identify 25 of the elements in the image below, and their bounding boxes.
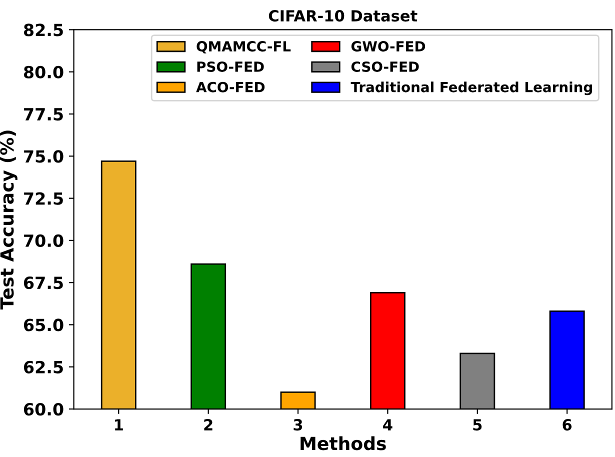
legend-label: QMAMCC-FL (196, 41, 291, 54)
legend-label: ACO-FED (196, 82, 265, 92)
x-tick-label: 5 (473, 419, 482, 431)
y-tick-label: 62.5 (24, 360, 63, 374)
x-tick-label: 4 (383, 419, 392, 430)
x-tick-label: 6 (562, 419, 572, 431)
y-tick-label: 80.0 (24, 66, 64, 78)
y-tick-label: 75.0 (24, 150, 64, 163)
x-axis-title: Methods (300, 436, 386, 450)
legend-label: PSO-FED (197, 61, 264, 72)
y-tick-label: 65.0 (24, 318, 64, 332)
x-tick-label: 3 (294, 419, 302, 431)
x-tick-label: 1 (115, 419, 123, 430)
y-tick-label: 67.5 (24, 276, 63, 290)
y-tick-label: 70.0 (24, 234, 64, 247)
y-tick-label: 82.5 (24, 24, 63, 36)
chart-title: CIFAR-10 Dataset (268, 10, 418, 22)
y-axis-title: Test Accuracy (%) (0, 130, 18, 310)
legend-label: CSO-FED (351, 61, 419, 72)
legend-label: GWO-FED (351, 41, 426, 52)
x-tick-label: 2 (204, 419, 212, 430)
y-tick-label: 72.5 (24, 192, 63, 205)
legend-label: Traditional Federated Learning (350, 82, 592, 96)
y-tick-label: 60.0 (24, 402, 64, 416)
y-tick-label: 77.5 (24, 108, 63, 121)
